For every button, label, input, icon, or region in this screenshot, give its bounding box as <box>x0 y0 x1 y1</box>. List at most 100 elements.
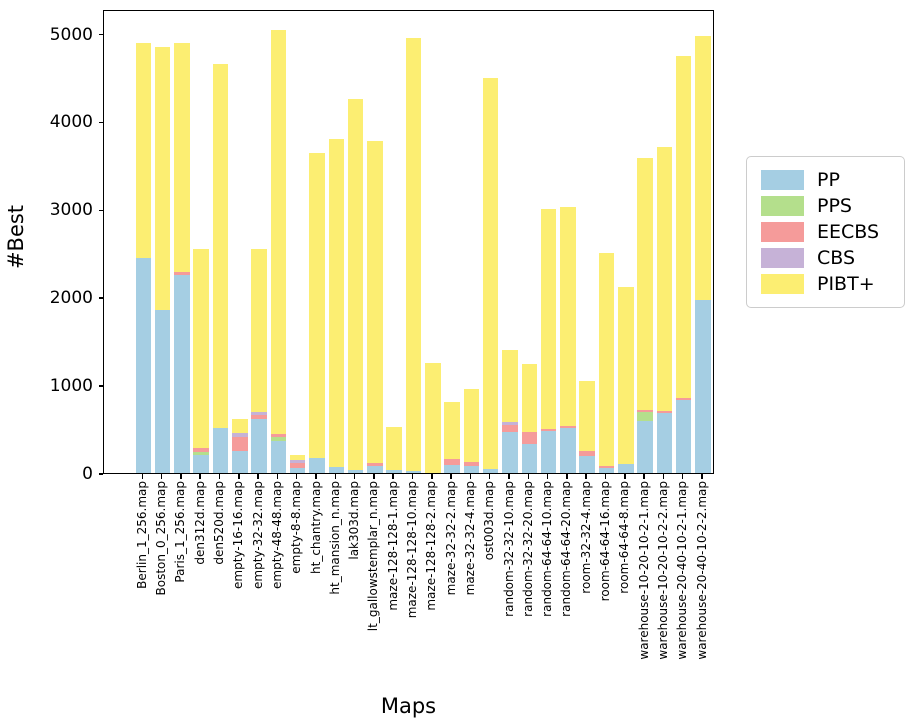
x-tick-label: Paris_1_256.map <box>173 481 188 583</box>
segment-PIBT+ <box>212 64 229 428</box>
segment-EECBS <box>367 463 383 466</box>
y-tick-label: 4000 <box>49 112 93 133</box>
y-tick-label: 0 <box>82 464 93 484</box>
segment-CBS <box>232 432 248 437</box>
y-tick-label: 1000 <box>49 376 93 397</box>
bar-Paris_1_256.map <box>174 42 190 473</box>
x-tick-mark <box>624 474 626 479</box>
segment-PIBT+ <box>695 36 711 300</box>
x-tick-mark <box>508 474 510 479</box>
segment-EECBS <box>560 425 576 428</box>
segment-PP <box>232 451 248 473</box>
x-tick-mark <box>411 474 414 479</box>
segment-EECBS <box>270 434 287 437</box>
x-tick-mark <box>527 474 530 479</box>
segment-PIBT+ <box>193 249 209 448</box>
x-tick-mark <box>218 474 221 479</box>
legend-item-PP: PP <box>761 168 890 192</box>
segment-PP <box>598 467 615 473</box>
x-tick-label: empty-16-16.map <box>231 481 246 589</box>
x-tick-mark <box>295 474 298 479</box>
x-tick-label: maze-128-128-2.map <box>424 481 439 611</box>
x-tick-mark <box>257 474 259 479</box>
y-tick-mark <box>98 121 103 124</box>
x-tick-label: lak303d.map <box>347 481 362 560</box>
y-tick-mark <box>98 473 103 475</box>
segment-PIBT+ <box>289 455 306 460</box>
x-tick-label: random-32-32-20.map <box>520 481 535 617</box>
x-tick-mark <box>469 474 472 479</box>
legend: PP PPS EECBS CBS PIBT+ <box>746 156 905 308</box>
bar-den312d.map <box>193 249 209 473</box>
x-tick-mark <box>199 474 201 479</box>
x-tick-mark <box>681 474 684 479</box>
legend-swatch-icon <box>761 196 804 216</box>
x-tick-mark <box>701 474 703 479</box>
segment-PIBT+ <box>328 138 345 467</box>
segment-PP <box>675 399 692 473</box>
x-tick-label: Boston_0_256.map <box>154 481 169 596</box>
segment-EECBS <box>463 462 480 466</box>
x-tick-label: random-32-32-10.map <box>501 481 516 617</box>
segment-EECBS <box>656 410 673 413</box>
segment-EECBS <box>675 397 692 400</box>
x-tick-label: den312d.map <box>192 481 207 565</box>
legend-item-PIBT+: PIBT+ <box>761 272 890 296</box>
segment-PP <box>154 309 171 473</box>
segment-CBS <box>289 459 306 464</box>
x-tick-label: Berlin_1_256.map <box>134 481 149 589</box>
x-tick-label: ht_chantry.map <box>308 481 323 574</box>
x-tick-mark <box>238 474 240 479</box>
bar-random-64-64-20.map <box>560 206 576 473</box>
segment-PIBT+ <box>656 147 673 411</box>
bar-warehouse-20-40-10-2-2.map <box>695 36 711 473</box>
segment-PIBT+ <box>405 38 422 472</box>
segment-PIBT+ <box>502 350 518 422</box>
x-tick-label: warehouse-20-40-10-2-1.map <box>675 481 690 660</box>
legend-swatch-icon <box>761 170 804 190</box>
segment-PIBT+ <box>637 158 653 410</box>
segment-PP <box>289 468 306 473</box>
x-tick-mark <box>315 474 317 479</box>
segment-PP <box>502 432 518 473</box>
legend-label: CBS <box>817 247 856 269</box>
x-tick-label: empty-32-32.map <box>250 481 265 589</box>
segment-PIBT+ <box>386 427 402 471</box>
x-tick-mark <box>546 474 549 479</box>
bar-maze-128-128-2.map <box>425 363 441 473</box>
legend-label: PPS <box>817 195 852 217</box>
legend-label: PIBT+ <box>817 273 875 295</box>
y-tick-label: 5000 <box>49 24 93 45</box>
bar-empty-32-32.map <box>251 248 267 473</box>
bar-maze-32-32-4.map <box>463 389 480 473</box>
segment-CBS <box>251 411 267 415</box>
x-tick-label: maze-32-32-4.map <box>462 481 477 596</box>
y-tick-mark <box>98 209 103 212</box>
x-tick-mark <box>373 474 375 479</box>
segment-PP <box>618 463 634 473</box>
bar-maze-128-128-10.map <box>405 38 422 473</box>
x-tick-label: warehouse-10-20-10-2-2.map <box>655 481 670 660</box>
segment-PP <box>309 458 325 473</box>
segment-PIBT+ <box>482 78 499 469</box>
bar-ht_chantry.map <box>309 153 325 473</box>
segment-PIBT+ <box>232 418 248 433</box>
bar-ht_mansion_n.map <box>328 138 345 473</box>
y-tick-label: 2000 <box>49 288 93 309</box>
x-tick-mark <box>585 474 587 479</box>
segment-PIBT+ <box>174 42 190 273</box>
bar-Berlin_1_256.map <box>135 43 152 473</box>
bar-room-64-64-8.map <box>618 287 634 473</box>
segment-PPS <box>637 411 653 422</box>
x-tick-mark <box>488 474 491 479</box>
segment-PPS <box>270 436 287 441</box>
segment-EECBS <box>289 463 306 469</box>
x-tick-mark <box>604 474 607 479</box>
y-tick-mark <box>98 297 103 299</box>
x-tick-mark <box>180 474 182 479</box>
x-tick-mark <box>141 474 144 479</box>
segment-PP <box>212 427 229 473</box>
segment-EECBS <box>232 436 248 452</box>
x-tick-label: random-64-64-10.map <box>540 481 555 617</box>
x-tick-mark <box>160 474 163 479</box>
